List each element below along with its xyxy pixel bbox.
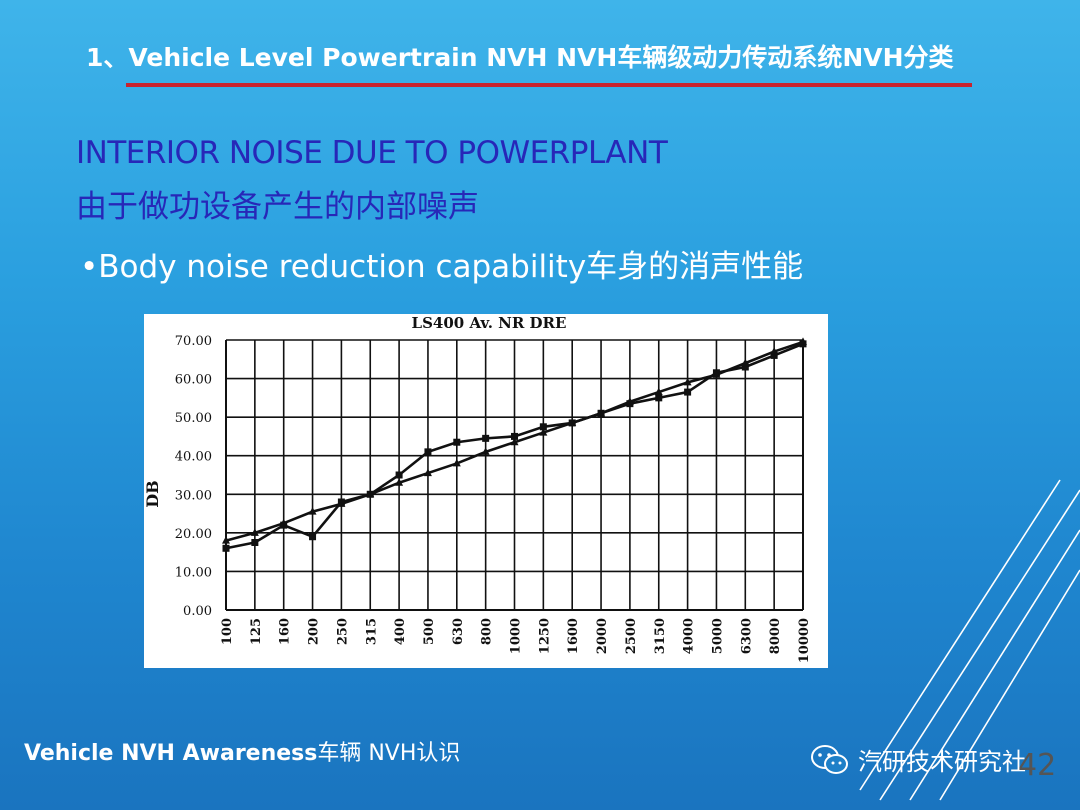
data-point bbox=[539, 423, 547, 431]
chart-gridlines bbox=[225, 339, 804, 611]
y-tick-label: 0.00 bbox=[183, 604, 212, 619]
data-point bbox=[712, 370, 721, 378]
data-point bbox=[770, 351, 778, 359]
x-tick-label: 5000 bbox=[710, 618, 725, 654]
brand-name: 汽研技术研究社 bbox=[858, 748, 1026, 776]
data-point bbox=[510, 437, 519, 446]
data-point bbox=[683, 377, 692, 386]
data-point bbox=[222, 544, 230, 552]
x-tick-label: 800 bbox=[480, 618, 495, 645]
y-tick-label: 10.00 bbox=[175, 565, 212, 580]
x-tick-label: 250 bbox=[335, 618, 350, 645]
footer-title: Vehicle NVH Awareness车辆 NVH认识 bbox=[24, 735, 460, 767]
data-point bbox=[251, 539, 259, 546]
x-tick-label: 200 bbox=[307, 618, 322, 645]
data-point bbox=[482, 434, 490, 442]
x-tick-label: 6300 bbox=[739, 618, 754, 654]
chart-panel: LS400 Av. NR DRE DB 0.00 10.00 20.00 30.00 4… bbox=[143, 314, 828, 668]
data-point bbox=[770, 347, 779, 355]
data-point bbox=[511, 432, 518, 440]
y-tick-label: 50.00 bbox=[175, 411, 212, 426]
y-tick-label: 40.00 bbox=[175, 450, 212, 465]
data-point bbox=[625, 397, 634, 405]
data-point bbox=[250, 528, 259, 536]
data-point bbox=[655, 394, 663, 402]
data-point bbox=[654, 387, 663, 396]
noise-reduction-chart: LS400 Av. NR DRE DB 0.00 10.00 20.00 30.00 4… bbox=[143, 314, 812, 663]
x-tick-label: 315 bbox=[364, 618, 379, 645]
data-point bbox=[423, 468, 432, 477]
data-point bbox=[222, 536, 230, 544]
x-tick-label: 3150 bbox=[653, 618, 668, 654]
data-point bbox=[452, 458, 461, 467]
x-tick-label: 100 bbox=[220, 618, 235, 645]
y-tick-labels: 0.00 10.00 20.00 30.00 40.00 50.00 60.00 70.00 bbox=[175, 334, 212, 619]
x-tick-labels: 100 125 160 200 250 315 400 500 630 800 1000 1250 16… bbox=[220, 618, 812, 663]
y-tick-label: 20.00 bbox=[175, 527, 212, 542]
decorative-diagonal-lines bbox=[859, 479, 1080, 801]
data-point bbox=[597, 408, 606, 417]
data-point bbox=[279, 518, 288, 527]
x-tick-label: 1250 bbox=[537, 618, 552, 654]
y-axis-label: DB bbox=[144, 480, 162, 507]
y-tick-label: 30.00 bbox=[175, 488, 212, 503]
x-tick-label: 630 bbox=[451, 618, 466, 645]
data-point bbox=[309, 533, 317, 541]
data-point bbox=[337, 499, 346, 507]
data-point bbox=[568, 418, 577, 426]
data-point bbox=[395, 471, 403, 479]
x-tick-label: 400 bbox=[393, 618, 408, 645]
data-point bbox=[453, 438, 461, 446]
x-tick-label: 2000 bbox=[595, 618, 610, 654]
chart-series bbox=[222, 337, 807, 552]
data-point bbox=[684, 388, 692, 396]
data-point bbox=[424, 448, 432, 456]
data-point bbox=[741, 358, 750, 367]
x-tick-label: 1000 bbox=[509, 618, 524, 654]
wechat-icon bbox=[811, 744, 848, 774]
slide-header-title: 1、Vehicle Level Powertrain NVH NVH车辆级动力传… bbox=[86, 43, 954, 72]
x-tick-label: 500 bbox=[422, 618, 437, 645]
section-title-zh: 由于做功设备产生的内部噪声 bbox=[76, 189, 479, 225]
chart-title: LS400 Av. NR DRE bbox=[412, 314, 567, 332]
x-tick-label: 125 bbox=[249, 618, 264, 645]
x-tick-label: 10000 bbox=[797, 618, 812, 663]
x-tick-label: 8000 bbox=[768, 618, 783, 654]
x-tick-label: 2500 bbox=[624, 618, 639, 654]
data-point bbox=[308, 507, 317, 515]
bullet-point: •Body noise reduction capability车身的消声性能 bbox=[80, 249, 804, 285]
brand-watermark: 汽研技术研究社 bbox=[810, 742, 1026, 777]
x-tick-label: 4000 bbox=[682, 618, 697, 654]
data-point bbox=[366, 489, 375, 498]
page-number: 42 bbox=[1018, 748, 1057, 783]
data-point bbox=[395, 478, 404, 486]
data-point bbox=[799, 337, 807, 345]
y-tick-label: 70.00 bbox=[175, 334, 212, 349]
section-title-en: INTERIOR NOISE DUE TO POWERPLANT bbox=[76, 135, 668, 171]
data-point bbox=[481, 447, 490, 455]
x-tick-label: 160 bbox=[278, 618, 293, 645]
header-underline bbox=[126, 83, 972, 87]
x-tick-label: 1600 bbox=[566, 618, 581, 654]
data-point bbox=[741, 363, 749, 371]
footer-title-en: Vehicle NVH Awareness bbox=[24, 741, 318, 766]
y-tick-label: 60.00 bbox=[175, 373, 212, 388]
data-point bbox=[539, 428, 548, 436]
footer-title-zh: 车辆 NVH认识 bbox=[317, 741, 461, 766]
